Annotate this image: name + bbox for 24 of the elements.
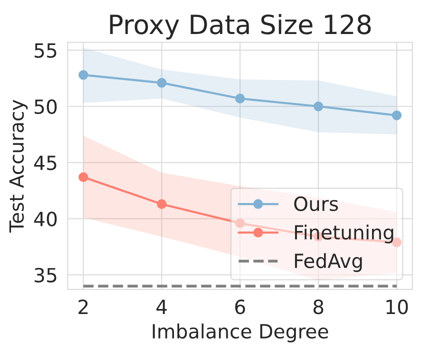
x-tick-label: 6 [235, 300, 246, 314]
x-tick-label: 10 [386, 300, 408, 314]
x-tick-label: 8 [314, 300, 324, 314]
chart-title: Proxy Data Size 128 [110, 14, 371, 40]
point [235, 94, 245, 104]
legend-label: FedAvg [295, 253, 362, 272]
y-tick-label: 55 [34, 43, 56, 58]
y-tick-label: 40 [34, 212, 57, 226]
y-tick-label: 45 [34, 156, 56, 170]
x-tick-label: 4 [156, 300, 167, 314]
x-axis-title: Imbalance Degree [152, 324, 328, 342]
point [78, 70, 88, 80]
point [235, 218, 245, 228]
point [78, 172, 88, 182]
point [392, 110, 402, 120]
y-tick-label: 35 [34, 268, 56, 283]
point [156, 199, 167, 209]
legend-label: Finetuning [295, 224, 394, 244]
x-tick-label: 2 [78, 300, 88, 314]
y-axis-title: Test Accuracy [9, 100, 28, 233]
point [156, 78, 167, 88]
legend-label: Ours [294, 196, 338, 212]
point [314, 102, 324, 112]
y-tick-label: 50 [34, 99, 57, 114]
